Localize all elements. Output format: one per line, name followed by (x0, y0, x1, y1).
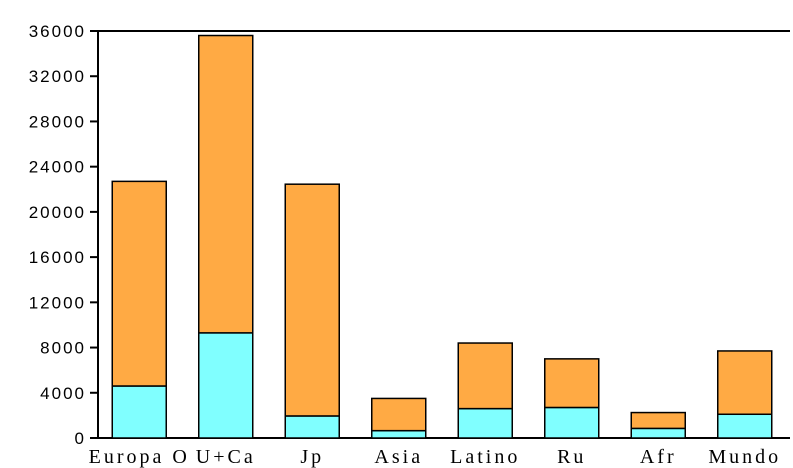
y-tick-label: 32000 (29, 67, 86, 86)
y-tick-label: 24000 (29, 158, 86, 177)
bar-segment-afr-s1 (630, 427, 686, 439)
bar-segment-afr-s2 (630, 411, 686, 430)
y-tick-label: 8000 (40, 339, 86, 358)
bar-segment-ru-s2 (544, 358, 600, 409)
y-axis-ticks: 0 4000 8000 12000 16000 20000 24000 28000 32000 3… (29, 22, 98, 448)
bars (111, 34, 773, 439)
x-category-label: Afr (640, 446, 677, 468)
y-tick-label: 4000 (40, 384, 86, 403)
bar-segment-asia-s1 (371, 429, 427, 439)
bar-segment-ru-s1 (544, 406, 600, 439)
bar-segment-europa-o-s2 (111, 180, 167, 387)
y-tick-label: 16000 (29, 248, 86, 267)
bar-segment-asia-s2 (371, 397, 427, 432)
x-axis-labels: Europa O U+Ca Jp Asia Latino Ru Afr Mundo (89, 446, 781, 468)
bar-segment-mundo-s1 (717, 413, 773, 439)
bar-segment-jp-s1 (284, 415, 340, 439)
bar-segment-u-ca-s2 (198, 34, 254, 334)
y-tick-label: 20000 (29, 203, 86, 222)
x-category-label: Europa O (89, 446, 190, 468)
x-category-label: Asia (374, 446, 423, 468)
bar-segment-u-ca-s1 (198, 332, 254, 439)
y-tick-label: 0 (75, 429, 86, 448)
bar-segment-europa-o-s1 (111, 385, 167, 439)
x-category-label: U+Ca (196, 446, 256, 468)
y-tick-label: 28000 (29, 112, 86, 131)
bar-segment-latino-s1 (457, 407, 513, 439)
x-category-label: Ru (557, 446, 586, 468)
bar-segment-latino-s2 (457, 342, 513, 410)
y-tick-label: 36000 (29, 22, 86, 41)
y-tick-label: 12000 (29, 293, 86, 312)
x-category-label: Mundo (708, 446, 781, 468)
x-category-label: Latino (450, 446, 520, 468)
bar-segment-mundo-s2 (717, 350, 773, 416)
x-category-label: Jp (300, 446, 324, 468)
bar-segment-jp-s2 (284, 183, 340, 417)
